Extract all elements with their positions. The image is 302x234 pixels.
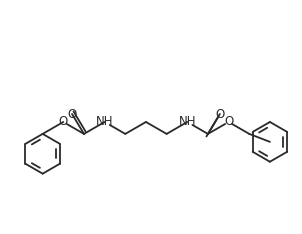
Text: O: O (215, 107, 224, 121)
Text: O: O (224, 115, 233, 128)
Text: O: O (67, 107, 77, 121)
Text: O: O (59, 115, 68, 128)
Text: NH: NH (178, 115, 196, 128)
Text: NH: NH (96, 115, 113, 128)
